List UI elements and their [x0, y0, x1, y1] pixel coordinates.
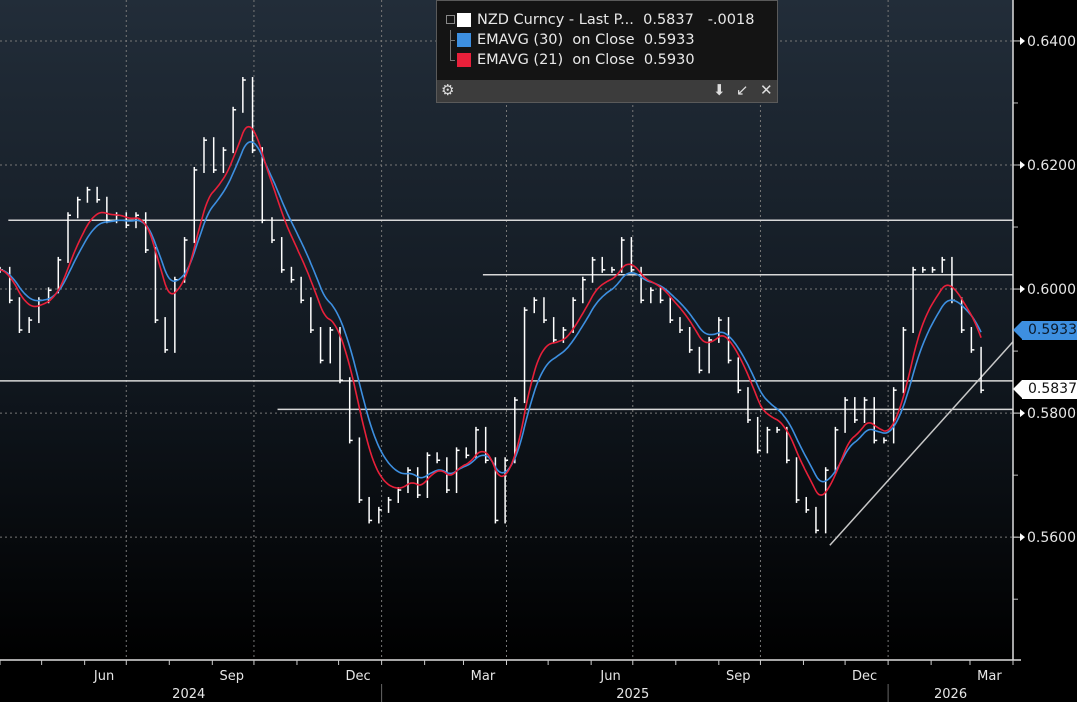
swatch-blue: [457, 33, 471, 47]
swatch-red: [457, 53, 471, 67]
x-tick-label: Mar: [977, 669, 1002, 684]
y-tick-label: 0.6000: [1027, 282, 1076, 298]
legend-toolbar: ⚙ ⬇ ↙ ✕: [437, 80, 777, 102]
last-price-label: 0.5837: [1013, 380, 1077, 399]
x-tick-label: Jun: [599, 669, 620, 684]
legend-row-price[interactable]: NZD Curncy - Last P... 0.5837 -.0018: [437, 10, 777, 30]
legend-label: EMAVG (21) on Close: [477, 52, 635, 68]
legend-label: EMAVG (30) on Close: [477, 32, 635, 48]
collapse-icon[interactable]: [437, 10, 457, 30]
pin-icon[interactable]: ⬇: [713, 81, 726, 99]
x-tick-label: Dec: [852, 669, 877, 684]
swatch-white: [457, 13, 471, 27]
y-tick-marker: [1020, 285, 1025, 294]
legend-value: 0.5837: [643, 12, 694, 28]
y-tick-label: 0.6200: [1027, 158, 1076, 174]
legend-row-ema21[interactable]: EMAVG (21) on Close 0.5930: [437, 50, 777, 70]
legend-value: 0.5933: [643, 32, 695, 48]
tree-connector: [437, 30, 457, 50]
legend-row-ema30[interactable]: EMAVG (30) on Close 0.5933: [437, 30, 777, 50]
y-tick-marker: [1020, 161, 1025, 169]
x-tick-label: Dec: [345, 669, 370, 684]
y-tick-label: 0.5600: [1027, 530, 1076, 546]
legend-panel[interactable]: NZD Curncy - Last P... 0.5837 -.0018 EMA…: [436, 0, 778, 103]
x-year-label: 2025: [616, 687, 649, 702]
x-year-label: 2026: [934, 687, 967, 702]
legend-label: NZD Curncy - Last P...: [477, 12, 634, 28]
tree-connector: [437, 50, 457, 70]
legend-change: -.0018: [707, 12, 755, 28]
minimize-icon[interactable]: ↙: [736, 81, 749, 99]
x-year-label: 2024: [172, 687, 205, 702]
x-tick-label: Sep: [219, 669, 244, 684]
gear-icon[interactable]: ⚙: [441, 81, 455, 99]
close-icon[interactable]: ✕: [760, 81, 773, 99]
y-tick-marker: [1020, 409, 1025, 418]
ema-line-21: [0, 125, 982, 496]
y-tick-marker: [1020, 533, 1025, 542]
x-tick-label: Mar: [471, 669, 496, 684]
y-tick-label: 0.6400: [1027, 34, 1076, 50]
x-tick-label: Jun: [93, 669, 114, 684]
y-tick-marker: [1020, 36, 1025, 45]
trendline: [829, 341, 1014, 546]
legend-value: 0.5930: [643, 52, 695, 68]
x-tick-label: Sep: [726, 669, 751, 684]
ema30-price-label: 0.5933: [1013, 321, 1077, 340]
y-tick-label: 0.5800: [1027, 406, 1076, 422]
